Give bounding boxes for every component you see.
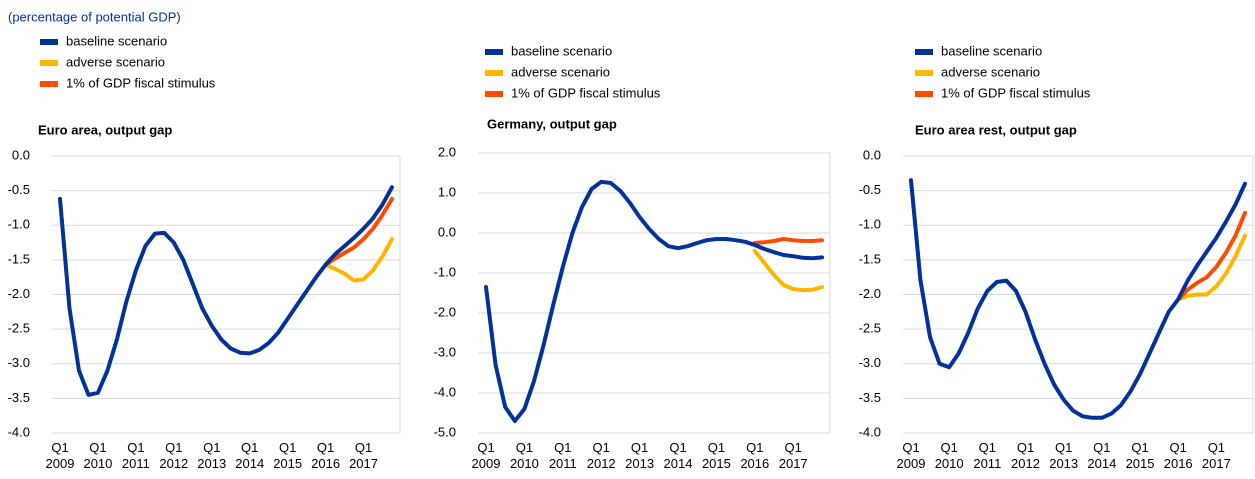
y-tick-label: -3.5 [8,390,30,405]
y-tick-label: -4.0 [8,424,30,439]
y-tick-label: 1.0 [438,184,456,199]
y-tick-label: -3.5 [859,390,881,405]
chart-title: Euro area rest, output gap [915,122,1077,137]
x-tick-label: Q1 2013 [625,440,654,471]
x-tick-label: Q1 2010 [510,440,539,471]
legend-label: 1% of GDP fiscal stimulus [941,85,1091,100]
series-line [1176,233,1247,302]
x-tick-label: Q1 2012 [159,440,188,471]
x-tick-label: Q1 2010 [935,440,964,471]
legend-label: adverse scenario [66,54,165,69]
y-tick-label: -3.0 [434,344,456,359]
y-tick-label: -4.0 [859,424,881,439]
chart-title: Euro area, output gap [38,122,172,137]
y-tick-label: 0.0 [12,147,30,162]
y-tick-label: -2.0 [8,286,30,301]
series-line [752,237,824,245]
series-line [484,179,824,423]
x-tick-label: Q1 2014 [664,440,693,471]
y-tick-label: -1.0 [434,264,456,279]
legend-swatch [40,81,58,87]
x-tick-label: Q1 2015 [702,440,731,471]
x-tick-label: Q1 2017 [1202,440,1231,471]
x-tick-label: Q1 2010 [83,440,112,471]
legend-swatch [40,60,58,66]
legend-label: 1% of GDP fiscal stimulus [66,75,216,90]
legend-swatch [485,49,503,55]
x-tick-label: Q1 2015 [273,440,302,471]
y-tick-label: -1.0 [8,217,30,232]
y-tick-label: 2.0 [438,144,456,159]
y-tick-label: -2.0 [434,304,456,319]
legend-label: baseline scenario [66,33,167,48]
y-tick-label: -2.5 [859,321,881,336]
legend-label: baseline scenario [511,43,612,58]
y-tick-label: -1.5 [859,251,881,266]
x-tick-label: Q1 2009 [46,440,75,471]
legend-label: adverse scenario [941,64,1040,79]
x-tick-label: Q1 2011 [549,440,577,471]
x-tick-label: Q1 2015 [1126,440,1155,471]
y-tick-label: -0.5 [859,182,881,197]
series-line [323,196,394,267]
x-tick-label: Q1 2012 [587,440,616,471]
series-line [58,185,394,397]
y-tick-label: 0.0 [438,224,456,239]
x-tick-label: Q1 2009 [897,440,926,471]
legend-label: baseline scenario [941,43,1042,58]
legend-swatch [915,49,933,55]
x-tick-label: Q1 2011 [973,440,1001,471]
legend-label: adverse scenario [511,64,610,79]
legend-swatch [915,91,933,97]
x-tick-label: Q1 2013 [1049,440,1078,471]
y-tick-label: 0.0 [863,147,881,162]
x-tick-label: Q1 2016 [311,440,340,471]
legend-swatch [915,70,933,76]
series-line [323,237,394,283]
x-tick-label: Q1 2009 [472,440,501,471]
y-tick-label: -1.5 [8,251,30,266]
x-tick-label: Q1 2014 [1087,440,1116,471]
y-tick-label: -4.0 [434,384,456,399]
series-line [1176,210,1247,302]
y-tick-label: -5.0 [434,424,456,439]
chart-title: Germany, output gap [487,116,617,131]
y-tick-label: -2.0 [859,286,881,301]
note: (percentage of potential GDP) [8,9,181,24]
y-tick-label: -3.0 [8,355,30,370]
x-tick-label: Q1 2012 [1011,440,1040,471]
legend-label: 1% of GDP fiscal stimulus [511,85,661,100]
y-tick-label: -2.5 [8,321,30,336]
series-line [752,249,824,293]
x-tick-label: Q1 2011 [122,440,150,471]
legend-swatch [40,39,58,45]
legend-swatch [485,70,503,76]
x-tick-label: Q1 2016 [1164,440,1193,471]
y-tick-label: -3.0 [859,355,881,370]
x-tick-label: Q1 2017 [779,440,808,471]
y-tick-label: -0.5 [8,182,30,197]
series-line [909,178,1247,420]
legend-swatch [485,91,503,97]
x-tick-label: Q1 2014 [235,440,264,471]
x-tick-label: Q1 2017 [349,440,378,471]
x-tick-label: Q1 2013 [197,440,226,471]
x-tick-label: Q1 2016 [740,440,769,471]
y-tick-label: -1.0 [859,217,881,232]
